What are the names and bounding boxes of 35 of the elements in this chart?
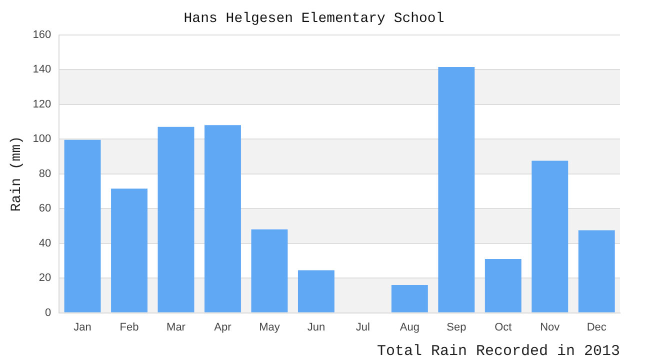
- bar: [391, 285, 428, 312]
- y-tick-label: 140: [32, 64, 52, 76]
- bar: [484, 258, 522, 312]
- y-tick-label: 80: [38, 168, 52, 180]
- x-tick-label: Jun: [307, 321, 326, 334]
- y-tick-label: 0: [45, 306, 52, 319]
- text: Total Rain Recorded in 2013: [376, 343, 620, 360]
- y-axis-title: Rain (mm): [9, 136, 26, 212]
- x-tick-label: Dec: [586, 321, 607, 334]
- bar: [298, 270, 334, 312]
- x-tick-label: Jan: [74, 321, 92, 334]
- x-tick-label: Aug: [400, 321, 420, 334]
- x-tick-label: Nov: [540, 321, 560, 334]
- bar: [64, 140, 101, 312]
- chart-title: Hans Helgesen Elementary School: [184, 11, 444, 28]
- bar: [111, 188, 148, 312]
- x-tick-label: May: [259, 321, 280, 334]
- x-tick-label: Oct: [494, 321, 512, 334]
- x-tick-label: Jul: [356, 321, 370, 334]
- y-tick-label: 120: [32, 98, 52, 110]
- y-tick-label: 20: [38, 272, 52, 284]
- x-tick-label: Mar: [166, 321, 186, 334]
- x-tick-label: Feb: [120, 321, 139, 334]
- bar: [251, 229, 288, 312]
- bar: [578, 230, 615, 312]
- bar: [204, 125, 241, 312]
- x-tick-label: Apr: [214, 321, 232, 334]
- y-tick-label: 160: [32, 28, 52, 41]
- x-tick-label: Sep: [446, 321, 466, 334]
- bar: [158, 126, 194, 312]
- bar: [438, 66, 475, 312]
- bar: [532, 160, 568, 312]
- y-tick-label: 100: [32, 133, 52, 146]
- y-tick-label: 60: [38, 202, 52, 215]
- y-tick-label: 40: [38, 237, 52, 250]
